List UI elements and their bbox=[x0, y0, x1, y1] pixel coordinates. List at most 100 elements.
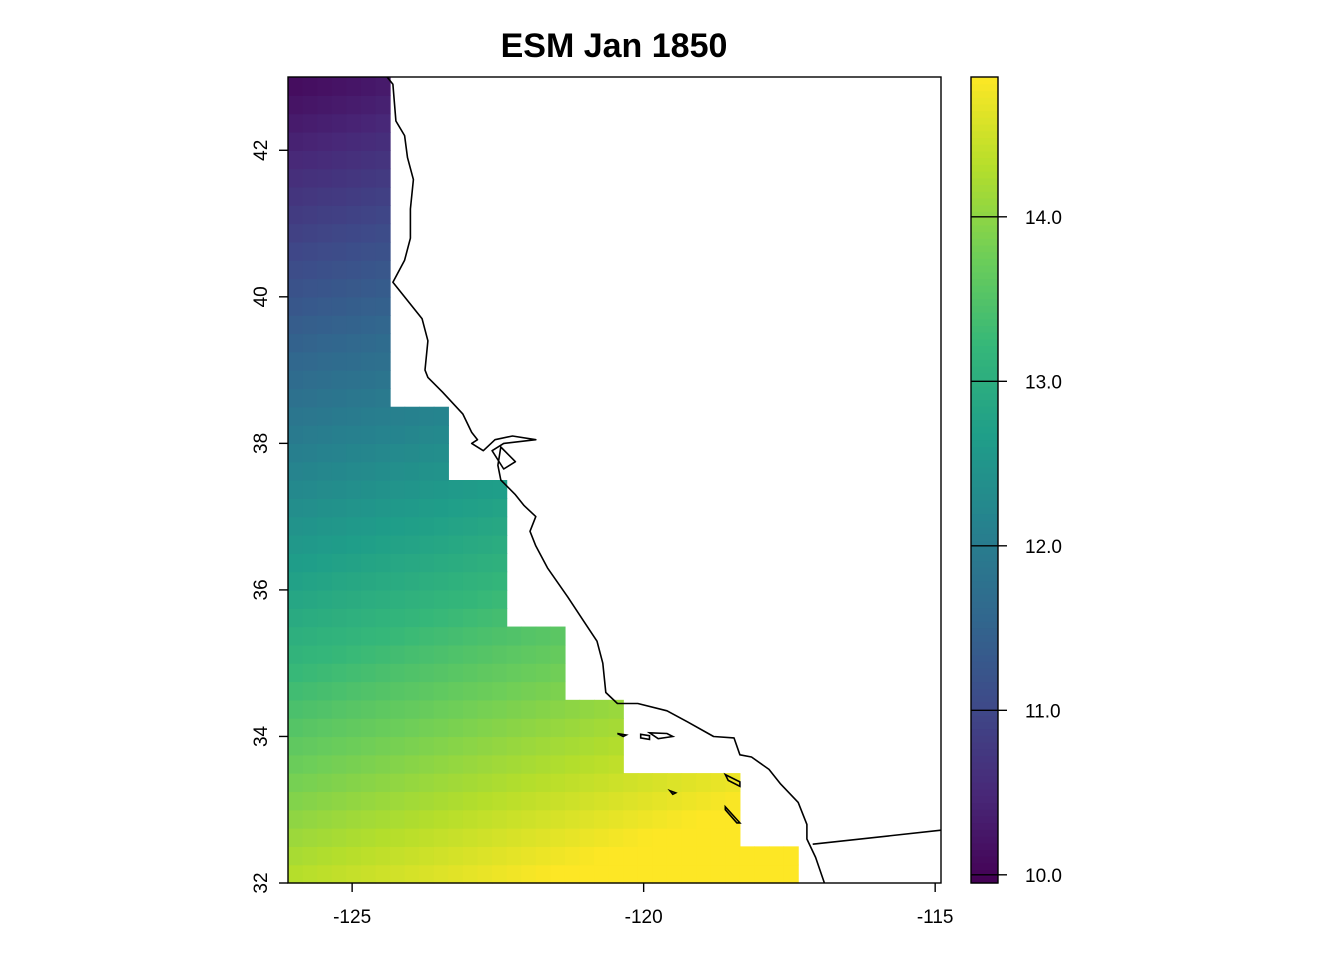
raster-cell bbox=[433, 406, 449, 426]
raster-cell bbox=[608, 773, 624, 793]
chart-title: ESM Jan 1850 bbox=[501, 27, 728, 65]
raster-cell bbox=[331, 278, 347, 298]
raster-cell bbox=[550, 736, 566, 756]
raster-cell bbox=[288, 681, 304, 701]
raster-cell bbox=[346, 718, 362, 738]
raster-cell bbox=[317, 846, 333, 866]
colorbar-segment bbox=[971, 594, 998, 602]
raster-cell bbox=[346, 791, 362, 811]
raster-cell bbox=[710, 864, 726, 884]
colorbar-segment bbox=[971, 312, 998, 320]
raster-cell bbox=[346, 461, 362, 481]
raster-cell bbox=[783, 864, 799, 884]
raster-cell bbox=[448, 699, 464, 719]
raster-cell bbox=[492, 480, 508, 499]
raster-cell bbox=[535, 846, 551, 866]
raster-cell bbox=[550, 644, 566, 664]
raster-cell bbox=[346, 333, 362, 353]
raster-cell bbox=[360, 241, 377, 261]
raster-cell bbox=[375, 205, 391, 225]
plot-frame bbox=[287, 76, 942, 884]
colorbar-segment bbox=[971, 788, 998, 797]
raster-cell bbox=[666, 791, 683, 811]
raster-cell bbox=[550, 864, 566, 884]
raster-cell bbox=[696, 791, 712, 811]
raster-cell bbox=[696, 864, 712, 884]
raster-cell bbox=[419, 718, 435, 738]
raster-cell bbox=[288, 736, 304, 756]
raster-cell bbox=[346, 186, 362, 206]
colorbar-segment bbox=[971, 815, 998, 824]
raster-cell bbox=[331, 113, 347, 133]
raster-cell bbox=[346, 553, 362, 573]
raster-cell bbox=[390, 553, 406, 573]
raster-cell bbox=[302, 333, 318, 353]
raster-cell bbox=[288, 241, 304, 261]
raster-cell bbox=[317, 681, 333, 701]
raster-cell bbox=[419, 443, 435, 463]
raster-cell bbox=[346, 534, 362, 554]
raster-cell bbox=[550, 663, 566, 683]
colorbar-segment bbox=[971, 177, 998, 186]
raster-cell bbox=[317, 773, 333, 793]
raster-cell bbox=[390, 736, 406, 756]
raster-cell bbox=[346, 150, 362, 170]
raster-cell bbox=[375, 425, 391, 444]
raster-cell bbox=[448, 828, 464, 847]
raster-cell bbox=[492, 516, 508, 536]
raster-cell bbox=[535, 663, 551, 683]
colorbar-segment bbox=[971, 191, 998, 199]
raster-cell bbox=[462, 736, 479, 756]
colorbar-segment bbox=[971, 117, 998, 125]
raster-cell bbox=[666, 809, 683, 829]
raster-cell bbox=[331, 95, 347, 115]
raster-cell bbox=[302, 223, 318, 243]
raster-cell bbox=[317, 77, 333, 96]
raster-cell bbox=[390, 461, 406, 481]
raster-cell bbox=[608, 791, 624, 811]
raster-cell bbox=[564, 864, 581, 884]
raster-cell bbox=[535, 736, 551, 756]
raster-cell bbox=[608, 828, 624, 847]
raster-cell bbox=[360, 113, 377, 133]
raster-cell bbox=[288, 260, 304, 280]
raster-cell bbox=[696, 846, 712, 866]
raster-cell bbox=[360, 754, 377, 774]
raster-cell bbox=[375, 77, 391, 96]
raster-cell bbox=[360, 864, 377, 884]
raster-cell bbox=[433, 828, 449, 847]
raster-cell bbox=[390, 608, 406, 628]
colorbar-segment bbox=[971, 661, 998, 669]
raster-cell bbox=[288, 406, 304, 426]
raster-cell bbox=[433, 498, 449, 518]
raster-cell bbox=[302, 791, 318, 811]
raster-cell bbox=[492, 736, 508, 756]
colorbar-segment bbox=[971, 802, 998, 810]
raster-cell bbox=[360, 168, 377, 188]
raster-cell bbox=[419, 736, 435, 756]
raster-cell bbox=[448, 791, 464, 811]
raster-cell bbox=[550, 718, 566, 738]
raster-cell bbox=[433, 589, 449, 609]
y-axis: 32 34 36 38 40 42 bbox=[251, 140, 288, 894]
raster-cell bbox=[462, 663, 479, 683]
raster-cell bbox=[288, 773, 304, 793]
raster-cell bbox=[594, 828, 610, 847]
raster-cell bbox=[331, 754, 347, 774]
raster-cell bbox=[492, 608, 508, 628]
colorbar-segment bbox=[971, 480, 998, 488]
raster-cell bbox=[462, 480, 479, 499]
raster-cell bbox=[433, 553, 449, 573]
raster-cell bbox=[288, 425, 304, 444]
raster-cell bbox=[375, 736, 391, 756]
raster-cell bbox=[288, 461, 304, 481]
raster-cell bbox=[360, 296, 377, 316]
colorbar-segment bbox=[971, 473, 998, 481]
colorbar-segment bbox=[971, 251, 998, 259]
raster-cell bbox=[360, 388, 377, 408]
colorbar-segment bbox=[971, 446, 998, 454]
raster-cell bbox=[564, 791, 581, 811]
raster-cell bbox=[404, 718, 420, 738]
raster-cell bbox=[521, 828, 537, 847]
raster-cell bbox=[317, 241, 333, 261]
